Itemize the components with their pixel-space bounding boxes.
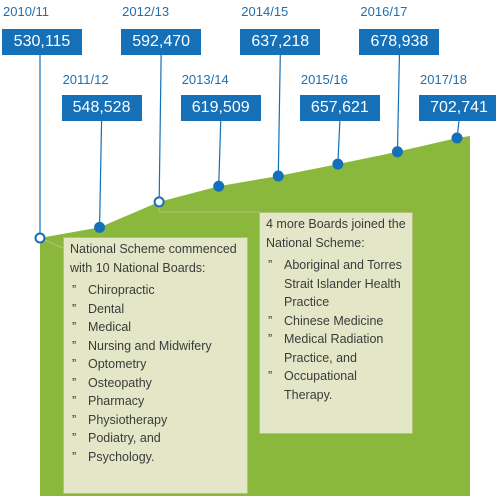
data-point-markers [34,132,463,244]
leader-line [158,54,162,202]
data-point [94,221,106,233]
board-name: Optometry [88,357,147,371]
board-list-item: ” Medical Radiation Practice, and [266,330,406,367]
data-value-label: 657,621 [299,95,380,121]
board-list-item: ” Psychology. [70,448,241,467]
quote-bullet-icon: ” [72,338,77,353]
data-value-label: 592,470 [121,29,202,55]
data-point [153,196,165,208]
quote-bullet-icon: ” [72,283,77,297]
board-list-item: ” Medical [70,318,241,337]
quote-bullet-icon: ” [268,369,273,383]
quote-bullet-icon: ” [72,357,77,371]
board-name: Dental [88,301,125,316]
board-list-item: ” Podiatry, and [70,429,241,448]
boards-joined-intro: 4 more Boards joined the National Scheme… [266,217,406,250]
board-name: Nursing and Midwifery [88,338,212,353]
joined-boards-list: ” Aboriginal and Torres Strait Islander H… [266,256,406,404]
x-tick-label: 2014/15 [241,4,289,19]
board-name: Medical [88,320,132,334]
x-tick-label: 2013/14 [181,72,229,87]
leader-line [337,120,341,165]
initial-boards-list: ” Chiropractic ” Dental ” Medical ” Nursing and… [70,281,241,466]
board-list-item: ” Pharmacy [70,392,241,411]
quote-bullet-icon: ” [268,258,273,272]
data-value-label: 678,938 [359,29,440,55]
quote-bullet-icon: ” [72,431,77,445]
data-point [391,146,403,158]
data-point [332,158,344,170]
x-tick-label: 2012/13 [122,4,170,19]
quote-bullet-icon: ” [72,301,77,316]
data-value-label: 548,528 [61,95,142,121]
data-value-label: 637,218 [240,29,321,55]
quote-bullet-icon: ” [72,375,77,390]
board-list-item: ” Physiotherapy [70,411,241,430]
board-list-item: ” Dental [70,300,241,319]
board-list-item: ” Occupational Therapy. [266,367,406,404]
x-tick-label: 2010/11 [3,4,50,19]
leader-lines [39,54,460,249]
leader-line [98,120,103,228]
boards-joined-callout: 4 more Boards joined the National Scheme… [259,212,413,434]
x-tick-label: 2015/16 [300,72,348,87]
x-tick-label: 2011/12 [62,72,109,87]
board-name: Osteopathy [88,375,152,390]
data-value-label: 702,741 [419,95,496,121]
scheme-start-callout: National Scheme commenced with 10 Nation… [63,237,248,494]
board-name: Physiotherapy [88,412,168,427]
board-name: Medical Radiation Practice, and [284,332,384,365]
quote-bullet-icon: ” [72,394,77,408]
data-value-label: 619,509 [180,95,261,121]
board-list-item: ” Osteopathy [70,374,241,393]
data-point [34,232,46,244]
data-point [272,170,284,182]
board-name: Occupational Therapy. [284,369,357,402]
quote-bullet-icon: ” [268,313,273,328]
board-list-item: ” Chiropractic [70,281,241,300]
board-list-item: ” Nursing and Midwifery [70,337,241,356]
board-name: Chiropractic [88,283,155,297]
quote-bullet-icon: ” [268,332,273,346]
scheme-start-intro: National Scheme commenced with 10 Nation… [70,242,237,275]
board-name: Podiatry, and [88,431,161,445]
data-point [451,132,463,144]
data-point [213,180,225,192]
quote-bullet-icon: ” [72,412,77,427]
board-name: Chinese Medicine [284,313,384,328]
leader-line [396,54,401,152]
x-tick-label: 2016/17 [360,4,408,19]
leader-line [218,120,222,187]
leader-line [277,54,281,176]
board-name: Pharmacy [88,394,145,408]
board-list-item: ” Chinese Medicine [266,312,406,331]
quote-bullet-icon: ” [72,320,77,334]
board-list-item: ” Optometry [70,355,241,374]
x-tick-label: 2017/18 [420,72,467,87]
data-value-label: 530,115 [2,29,82,55]
board-list-item: ” Aboriginal and Torres Strait Islander H… [266,256,406,312]
board-name: Aboriginal and Torres Strait Islander He… [284,258,402,309]
quote-bullet-icon: ” [72,449,77,464]
board-name: Psychology. [88,449,155,464]
